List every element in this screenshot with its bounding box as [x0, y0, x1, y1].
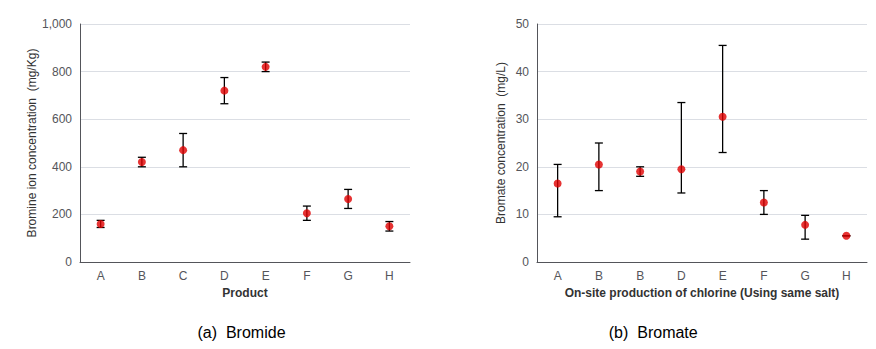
svg-text:F: F — [760, 269, 767, 283]
svg-text:30: 30 — [516, 112, 530, 126]
svg-text:0: 0 — [522, 255, 529, 269]
svg-text:B: B — [595, 269, 603, 283]
svg-text:40: 40 — [516, 65, 530, 79]
svg-text:(b) Bromate: (b) Bromate — [609, 324, 698, 341]
svg-text:Bromate concentration (mg/L): Bromate concentration (mg/L) — [494, 62, 508, 224]
svg-text:H: H — [842, 269, 851, 283]
svg-text:D: D — [677, 269, 686, 283]
svg-text:(a) Bromide: (a) Bromide — [198, 324, 286, 341]
svg-text:C: C — [179, 269, 188, 283]
svg-text:400: 400 — [52, 160, 72, 174]
svg-text:0: 0 — [65, 255, 72, 269]
svg-text:G: G — [800, 269, 809, 283]
svg-text:H: H — [385, 269, 394, 283]
svg-text:800: 800 — [52, 65, 72, 79]
svg-text:Product: Product — [222, 286, 267, 300]
svg-text:20: 20 — [516, 160, 530, 174]
svg-text:1,000: 1,000 — [42, 17, 72, 31]
svg-text:Bromine ion concentration (mg: Bromine ion concentration (mg/Kg) — [25, 49, 39, 238]
svg-text:600: 600 — [52, 112, 72, 126]
svg-text:10: 10 — [516, 207, 530, 221]
svg-text:E: E — [262, 269, 270, 283]
svg-text:B: B — [138, 269, 146, 283]
svg-text:G: G — [343, 269, 352, 283]
svg-text:A: A — [97, 269, 105, 283]
svg-text:A: A — [554, 269, 562, 283]
svg-text:200: 200 — [52, 207, 72, 221]
svg-text:D: D — [220, 269, 229, 283]
svg-text:E: E — [719, 269, 727, 283]
svg-text:On-site production of chlorine: On-site production of chlorine (Using sa… — [565, 286, 840, 300]
svg-text:50: 50 — [516, 17, 530, 31]
svg-text:F: F — [303, 269, 310, 283]
svg-text:B: B — [636, 269, 644, 283]
